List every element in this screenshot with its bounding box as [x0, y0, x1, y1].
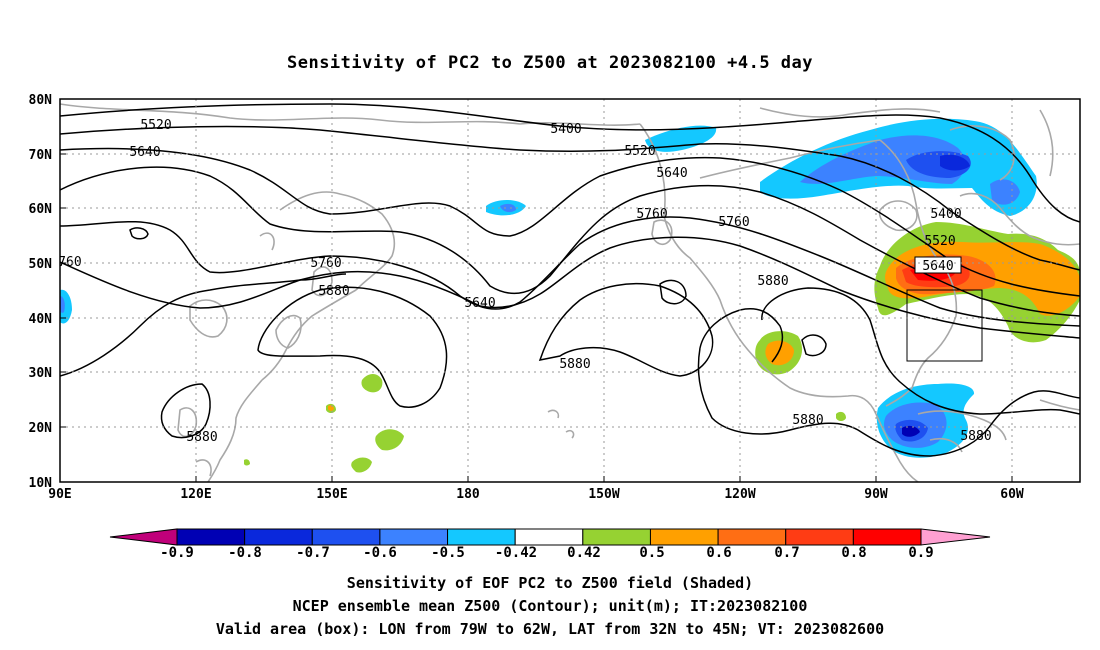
lat-tick-label: 10N: [29, 476, 53, 491]
colorbar-label: -0.7: [296, 545, 330, 561]
colorbar-label: 0.6: [706, 545, 731, 561]
colorbar-box: [717, 528, 787, 546]
colorbar-high-extension: [920, 528, 991, 546]
lat-tick-label: 80N: [29, 93, 53, 108]
contour-label: 5640: [922, 259, 953, 274]
lon-tick-label: 150W: [588, 487, 619, 502]
valid-area-box: [906, 289, 983, 362]
contour-label: 5880: [960, 429, 991, 444]
lon-labels: 90E 120E 150E 180 150W 120W 90W 60W: [48, 487, 1024, 502]
colorbar-label: 0.42: [567, 545, 601, 561]
lat-tick-label: 70N: [29, 148, 53, 163]
lon-tick-label: 180: [456, 487, 480, 502]
contour-label: 5520: [924, 234, 955, 249]
colorbar-box: [379, 528, 449, 546]
colorbar-label: -0.8: [228, 545, 262, 561]
colorbar-low-extension: [109, 528, 178, 546]
gridlines: [60, 99, 1080, 482]
map-title: Sensitivity of PC2 to Z500 at 2023082100…: [287, 53, 813, 73]
lat-tick-label: 50N: [29, 257, 53, 272]
lat-tick-label: 40N: [29, 312, 53, 327]
caption-line-2: NCEP ensemble mean Z500 (Contour); unit(…: [293, 597, 808, 615]
contour-label: 5760: [50, 255, 81, 270]
map-panel: 5520 5400 5520 5640 5640 5760 5760 5760 …: [29, 93, 1081, 502]
lon-tick-label: 120W: [724, 487, 755, 502]
contour-label: 5640: [129, 145, 160, 160]
lat-tick-label: 60N: [29, 202, 53, 217]
lon-tick-label: 150E: [316, 487, 347, 502]
lon-tick-label: 90W: [864, 487, 888, 502]
contour-label: 5880: [318, 284, 349, 299]
colorbar-label: 0.9: [908, 545, 933, 561]
colorbar-box: [582, 528, 651, 546]
lon-tick-label: 120E: [180, 487, 211, 502]
contour-label: 5520: [140, 118, 171, 133]
colorbar-label: -0.6: [363, 545, 397, 561]
z500-contours: [60, 103, 1080, 457]
lat-labels: 80N 70N 60N 50N 40N 30N 20N 10N: [29, 93, 53, 491]
contour-label: 5520: [624, 144, 655, 159]
colorbar-box: [447, 528, 516, 546]
lon-tick-label: 90E: [48, 487, 71, 502]
lat-tick-label: 30N: [29, 366, 53, 381]
contour-label: 5760: [718, 215, 749, 230]
contour-label: 5880: [186, 430, 217, 445]
colorbar-label: 0.5: [639, 545, 664, 561]
colorbar-box: [852, 528, 922, 546]
colorbar-box: [176, 528, 246, 546]
lat-tick-label: 20N: [29, 421, 53, 436]
colorbar-boxes: [176, 528, 922, 546]
caption-line-1: Sensitivity of EOF PC2 to Z500 field (Sh…: [347, 574, 753, 592]
colorbar-box: [311, 528, 381, 546]
shading-positive: [244, 222, 1080, 473]
caption-line-3: Valid area (box): LON from 79W to 62W, L…: [216, 620, 884, 638]
contour-label: 5640: [656, 166, 687, 181]
contour-label: 5880: [757, 274, 788, 289]
lon-tick-label: 60W: [1000, 487, 1024, 502]
contour-label: 5400: [550, 122, 581, 137]
colorbar-labels: -0.9 -0.8 -0.7 -0.6 -0.5 -0.42 0.42 0.5 …: [160, 545, 934, 561]
contour-label: 5880: [559, 357, 590, 372]
contour-label: 5760: [636, 207, 667, 222]
colorbar-box: [649, 528, 719, 546]
colorbar-label: 0.7: [774, 545, 799, 561]
map-frame: [59, 98, 1081, 483]
colorbar-label: -0.9: [160, 545, 194, 561]
tick-marks: [60, 98, 1013, 482]
shading-negative: [60, 118, 1037, 458]
colorbar-box: [244, 528, 313, 546]
colorbar: -0.9 -0.8 -0.7 -0.6 -0.5 -0.42 0.42 0.5 …: [109, 528, 991, 561]
colorbar-box: [785, 528, 854, 546]
colorbar-label: -0.5: [431, 545, 465, 561]
colorbar-label: -0.42: [495, 545, 537, 561]
colorbar-box: [514, 528, 584, 546]
contour-label: 5880: [792, 413, 823, 428]
contour-label: 5400: [930, 207, 961, 222]
contour-label: 5640: [464, 296, 495, 311]
colorbar-label: 0.8: [841, 545, 866, 561]
